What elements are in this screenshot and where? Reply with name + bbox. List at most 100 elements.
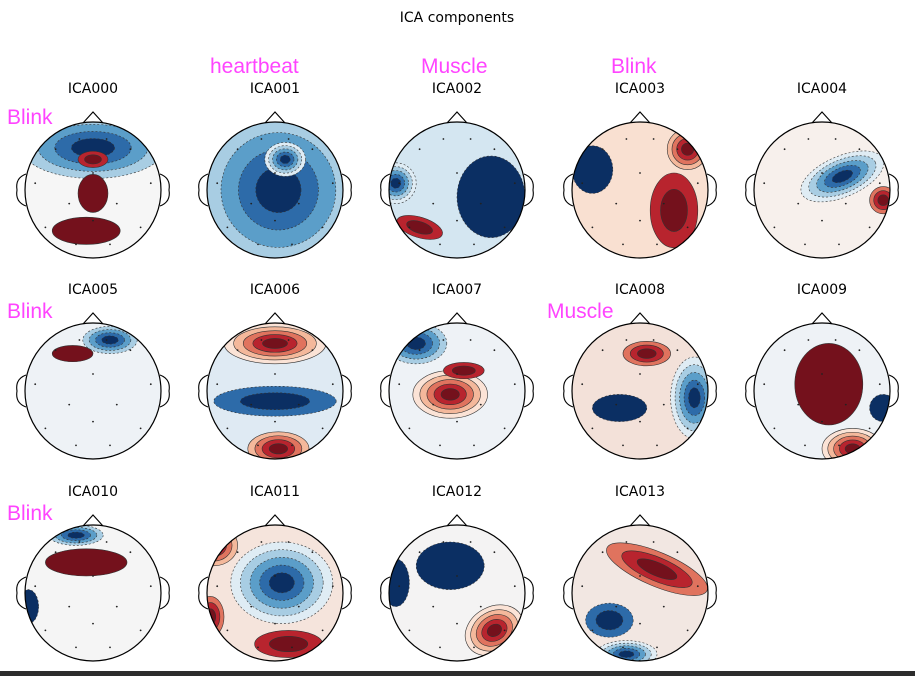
sensor-dot <box>274 219 276 222</box>
right-ear <box>523 576 534 610</box>
sensor-dot <box>601 551 604 554</box>
contour-level <box>67 531 85 539</box>
sensor-dot <box>260 339 263 341</box>
sensor-dot <box>432 403 435 406</box>
topomap-field <box>754 323 890 459</box>
sensor-dot <box>44 629 47 632</box>
sensor-dot <box>821 172 823 174</box>
contour-level <box>831 169 853 183</box>
sensor-dot <box>686 629 689 632</box>
head-outline <box>571 524 709 662</box>
sensor-dot <box>858 349 861 352</box>
topomap-ica004: ICA004 <box>745 81 899 259</box>
sensor-dot <box>75 444 77 447</box>
topomap-ica011: ICA011 <box>198 484 352 662</box>
sensor-dot <box>838 243 840 246</box>
right-ear <box>159 576 170 610</box>
sensor-dot <box>274 622 276 625</box>
sensor-dot <box>105 339 108 341</box>
sensor-dot <box>115 403 118 406</box>
sensor-dot <box>513 383 516 386</box>
component-label: ICA009 <box>797 282 847 298</box>
sensor-dot <box>398 585 401 588</box>
sensor-dot <box>68 202 71 205</box>
head-outline <box>206 121 344 259</box>
sensor-dot <box>469 541 472 543</box>
sensor-dot <box>773 427 776 430</box>
right-ear <box>159 374 170 408</box>
sensor-dot <box>625 138 628 140</box>
component-label: ICA000 <box>68 81 118 97</box>
sensor-dot <box>662 202 665 205</box>
sensor-dot <box>473 646 475 649</box>
head-outline <box>753 322 891 460</box>
sensor-dot <box>439 646 441 649</box>
sensor-dot <box>34 182 37 185</box>
sensor-dot <box>442 138 445 140</box>
sensor-dot <box>78 339 81 341</box>
sensor-dot <box>257 243 259 246</box>
sensor-dot <box>456 420 458 423</box>
head-outline <box>388 322 526 460</box>
sensor-dot <box>92 172 94 174</box>
contour-level <box>268 572 295 594</box>
left-ear <box>380 576 391 610</box>
right-ear <box>706 576 717 610</box>
sensor-dot <box>274 575 276 577</box>
nose <box>629 514 651 527</box>
sensor-dot <box>615 403 618 406</box>
sensor-dot <box>331 182 334 185</box>
sensor-dot <box>656 243 658 246</box>
sensor-dot <box>432 202 435 205</box>
contour-level <box>456 155 525 238</box>
sensor-dot <box>591 427 594 430</box>
sensor-dot <box>291 444 293 447</box>
head-outline <box>571 121 709 259</box>
sensor-dot <box>287 138 290 140</box>
nose <box>264 514 286 527</box>
sensor-dot <box>274 373 276 375</box>
sensor-dot <box>503 226 506 229</box>
topomap-field <box>25 525 161 661</box>
component-label: ICA013 <box>615 484 665 500</box>
sensor-dot <box>639 219 641 222</box>
contour-level <box>636 558 678 580</box>
sensor-dot <box>639 420 641 423</box>
contour-level <box>486 623 502 637</box>
sensor-dot <box>109 243 111 246</box>
sensor-dot <box>439 243 441 246</box>
head-outline <box>388 524 526 662</box>
sensor-dot <box>783 349 786 352</box>
nose <box>629 111 651 124</box>
sensor-dot <box>615 202 618 205</box>
sensor-dot <box>639 373 641 375</box>
sensor-dot <box>274 420 276 423</box>
head-outline <box>206 524 344 662</box>
sensor-dot <box>54 551 57 554</box>
contour-level <box>595 610 624 631</box>
component-label: ICA001 <box>250 81 300 97</box>
sensor-dot <box>250 202 253 205</box>
sensor-dot <box>260 138 263 140</box>
contour-level <box>681 142 695 156</box>
left-ear <box>380 374 391 408</box>
sensor-dot <box>473 444 475 447</box>
component-annotation: heartbeat <box>210 55 299 78</box>
head-outline <box>24 524 162 662</box>
sensor-dot <box>652 138 655 140</box>
sensor-dot <box>250 403 253 406</box>
topomap-ica006: ICA006 <box>198 282 352 460</box>
sensor-dot <box>129 148 132 151</box>
nose <box>446 111 468 124</box>
sensor-dot <box>216 383 219 386</box>
sensor-dot <box>838 444 840 447</box>
sensor-dot <box>257 646 259 649</box>
sensor-dot <box>807 138 810 140</box>
left-ear <box>745 173 756 207</box>
sensor-dot <box>321 226 324 229</box>
contour-level <box>592 394 648 422</box>
contour-level <box>268 443 288 455</box>
component-label: ICA007 <box>432 282 482 298</box>
